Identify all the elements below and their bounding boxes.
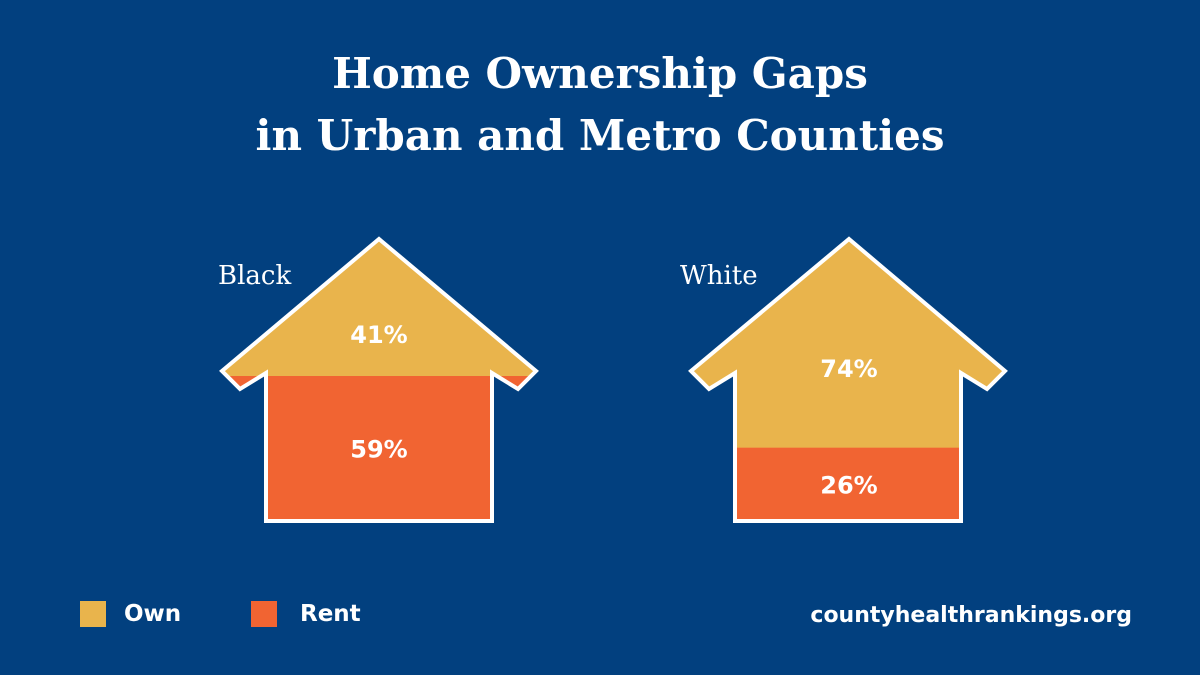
category-label-white: White [680,261,758,291]
legend-swatch-own [80,601,106,627]
rent-area-black [222,376,536,521]
legend-label-own: Own [124,601,182,627]
rent-value-label-white: 26% [820,471,877,499]
rent-value-label-black: 59% [350,436,407,464]
house-outline-black [219,236,539,523]
category-label-black: Black [218,261,292,291]
rent-area-white [691,447,1005,521]
source-credit: countyhealthrankings.org [810,603,1132,628]
chart-title-line-2: in Urban and Metro Counties [255,111,945,160]
legend-label-rent: Rent [300,601,361,627]
legend-swatch-rent [251,601,277,627]
own-value-label-white: 74% [820,355,877,383]
own-value-label-black: 41% [350,321,407,349]
house-outline-white [688,236,1008,523]
chart-title-line-1: Home Ownership Gaps [332,49,868,98]
